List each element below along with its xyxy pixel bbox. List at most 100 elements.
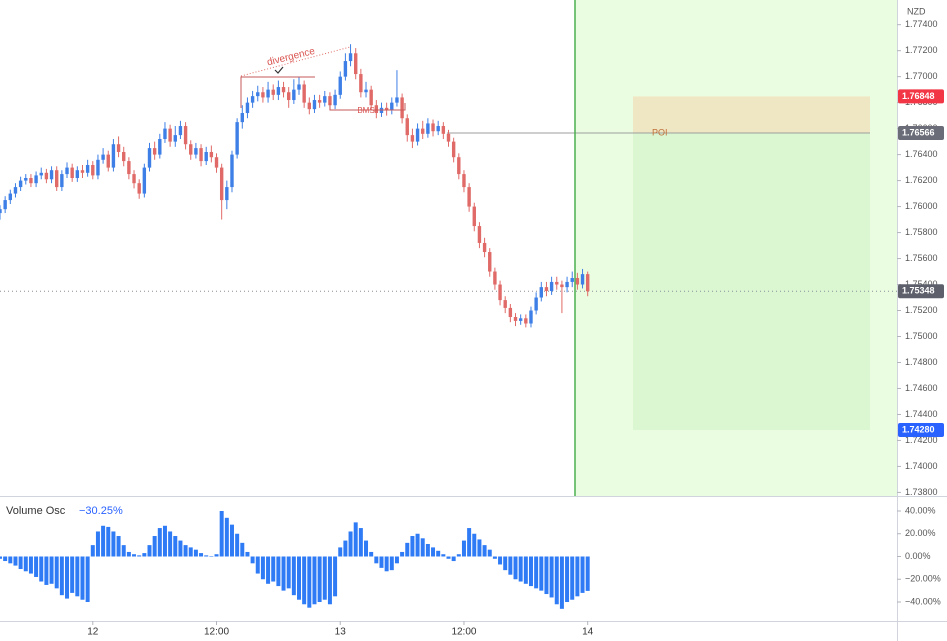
indicator-value: −30.25% xyxy=(79,505,123,517)
candle-body xyxy=(374,105,379,114)
osc-bar xyxy=(389,556,394,571)
osc-bar xyxy=(18,556,23,570)
osc-bar xyxy=(54,556,59,589)
osc-bar xyxy=(394,556,399,564)
candle-body xyxy=(338,76,342,95)
osc-bar xyxy=(85,556,90,603)
osc-bar xyxy=(132,554,137,557)
osc-bar xyxy=(255,556,260,574)
candle-body xyxy=(498,284,502,301)
osc-bar xyxy=(193,549,198,557)
price-label: 1.75348 xyxy=(902,286,935,296)
candle-body xyxy=(266,89,270,98)
candle-body xyxy=(529,310,533,324)
stop-zone xyxy=(633,96,870,134)
y-tick-label: 1.74600 xyxy=(905,383,938,393)
osc-bar xyxy=(49,556,54,584)
osc-bar xyxy=(559,556,564,609)
y-tick-label: 1.75800 xyxy=(905,227,938,237)
osc-bar xyxy=(302,556,307,605)
y-tick-label: 1.75200 xyxy=(905,305,938,315)
osc-bar xyxy=(415,533,420,557)
y-tick-label: 1.76000 xyxy=(905,201,938,211)
candle-body xyxy=(410,135,415,142)
osc-bar xyxy=(482,545,487,557)
osc-bar xyxy=(80,556,85,600)
osc-bar xyxy=(487,549,492,557)
candle-body xyxy=(472,206,476,227)
osc-bar xyxy=(147,545,152,557)
price-label-bg xyxy=(898,126,944,141)
axis-unit: NZD xyxy=(907,6,926,16)
candle-body xyxy=(369,89,373,106)
osc-bar xyxy=(111,531,116,557)
osc-bar xyxy=(565,556,570,603)
candle-body xyxy=(3,200,7,210)
target-zone xyxy=(633,133,870,431)
osc-bar xyxy=(271,556,276,582)
candle-body xyxy=(127,161,131,175)
osc-bar xyxy=(307,556,312,608)
candle-body xyxy=(328,96,332,106)
osc-bar xyxy=(90,545,95,557)
y-tick-label: 1.74400 xyxy=(905,409,938,419)
candle-body xyxy=(276,87,281,95)
candle-body xyxy=(194,148,198,155)
osc-bar xyxy=(162,525,167,557)
candle-body xyxy=(132,174,136,184)
y-tick-label: 1.74200 xyxy=(905,435,938,445)
osc-bar xyxy=(358,528,363,557)
osc-bar xyxy=(554,556,559,605)
y-tick-label: 1.74800 xyxy=(905,357,938,367)
osc-bar xyxy=(575,556,580,597)
candle-body xyxy=(178,126,183,136)
candle-body xyxy=(173,135,177,142)
price-label: 1.76848 xyxy=(902,91,935,101)
candle-body xyxy=(457,157,461,175)
candle-body xyxy=(116,144,121,153)
candle-body xyxy=(323,96,327,103)
osc-bar xyxy=(219,510,224,557)
osc-bar xyxy=(142,553,147,557)
candle-body xyxy=(209,152,214,158)
candle-body xyxy=(508,307,513,318)
candle-body xyxy=(39,172,43,176)
osc-bar xyxy=(121,545,126,557)
osc-bar xyxy=(523,556,528,584)
candle-body xyxy=(55,170,59,188)
osc-bar xyxy=(528,556,533,587)
candle-body xyxy=(70,167,74,178)
candle-body xyxy=(565,281,569,288)
indicator-name: Volume Osc xyxy=(6,505,66,517)
candle-body xyxy=(286,92,291,101)
candle-body xyxy=(106,154,110,168)
candle-body xyxy=(163,128,167,140)
osc-bar xyxy=(477,539,482,557)
candle-body xyxy=(431,123,435,132)
candle-body xyxy=(585,274,590,292)
candle-body xyxy=(240,113,244,123)
osc-bar xyxy=(518,556,523,582)
candle-body xyxy=(312,100,317,110)
osc-bar xyxy=(199,553,204,557)
osc-bar xyxy=(173,536,178,557)
candle-body xyxy=(415,128,420,142)
osc-bar xyxy=(116,536,121,557)
osc-bar xyxy=(425,543,430,557)
osc-bar xyxy=(585,556,590,591)
bms-label: BMS xyxy=(357,106,374,115)
osc-bar xyxy=(410,536,415,557)
osc-tick-label: 40.00% xyxy=(905,505,936,515)
osc-bar xyxy=(59,556,64,596)
candle-body xyxy=(85,165,90,173)
osc-bar xyxy=(101,525,106,557)
osc-tick-label: 20.00% xyxy=(905,528,936,538)
osc-bar xyxy=(322,556,327,600)
x-tick-label: 12 xyxy=(87,627,99,638)
osc-bar xyxy=(405,542,410,557)
candle-body xyxy=(158,139,162,155)
osc-bar xyxy=(3,556,8,562)
candle-body xyxy=(142,167,147,194)
price-label-bg xyxy=(898,89,944,104)
candle-body xyxy=(560,284,564,288)
